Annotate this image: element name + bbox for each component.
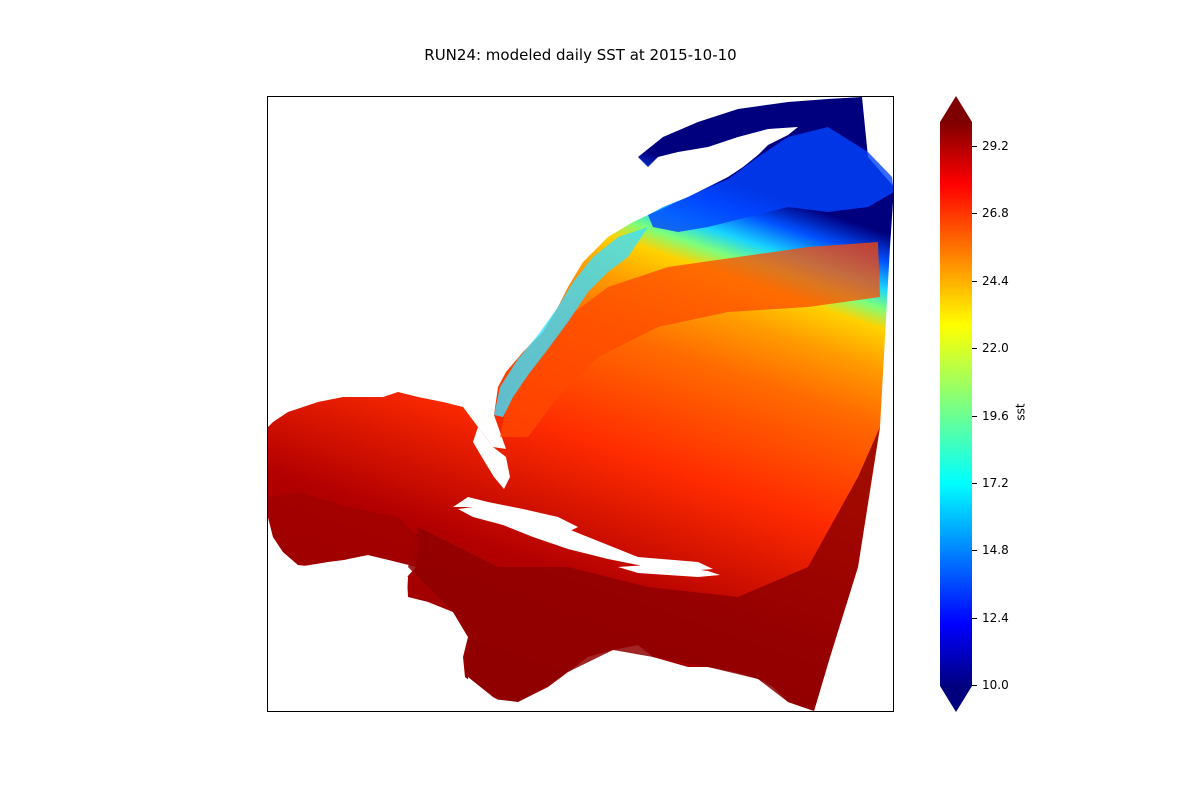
colorbar-body (940, 122, 972, 686)
gulf-warm-pool (268, 492, 418, 567)
gulf-stream (500, 242, 880, 437)
colorbar-label: sst (1013, 403, 1028, 421)
colorbar-tick-label: 22.0 (982, 341, 1009, 356)
caribbean-warm-pool (408, 427, 880, 711)
colorbar-bottom-extension (940, 686, 972, 712)
map-title: RUN24: modeled daily SST at 2015-10-10 (424, 46, 737, 64)
south-america-landmass (468, 672, 814, 711)
hispaniola-landmass (618, 565, 720, 577)
colorbar-tick-label: 17.2 (982, 475, 1009, 490)
colorbar-tick-mark (972, 146, 977, 147)
northern-cold-water (648, 127, 893, 232)
sst-map-panel (267, 96, 894, 712)
colorbar-tick-mark (972, 280, 977, 282)
colorbar (940, 96, 972, 712)
colorbar-tick-label: 14.8 (982, 543, 1009, 558)
colorbar-tick-label: 24.4 (982, 273, 1009, 288)
colorbar-tick-label: 29.2 (982, 139, 1009, 153)
colorbar-tick-mark (972, 685, 977, 686)
sst-map (268, 97, 893, 711)
cuba-landmass (458, 505, 713, 571)
colorbar-tick-mark (972, 550, 977, 552)
colorbar-tick-label: 19.6 (982, 408, 1009, 423)
colorbar-tick-label: 12.4 (982, 610, 1009, 625)
florida-landmass (473, 427, 510, 489)
shelf-cool-water (494, 227, 648, 417)
colorbar-tick-label: 10.0 (982, 678, 1009, 692)
yucatan-landmass (298, 557, 428, 627)
colorbar-top-extension (940, 96, 972, 122)
colorbar-tick-mark (972, 415, 977, 417)
colorbar-tick-label: 26.8 (982, 206, 1009, 221)
colorbar-tick-mark (972, 348, 977, 350)
colorbar-tick-mark (972, 482, 977, 484)
colorbar-tick-mark (972, 213, 977, 215)
colorbar-tick-mark (972, 617, 977, 619)
